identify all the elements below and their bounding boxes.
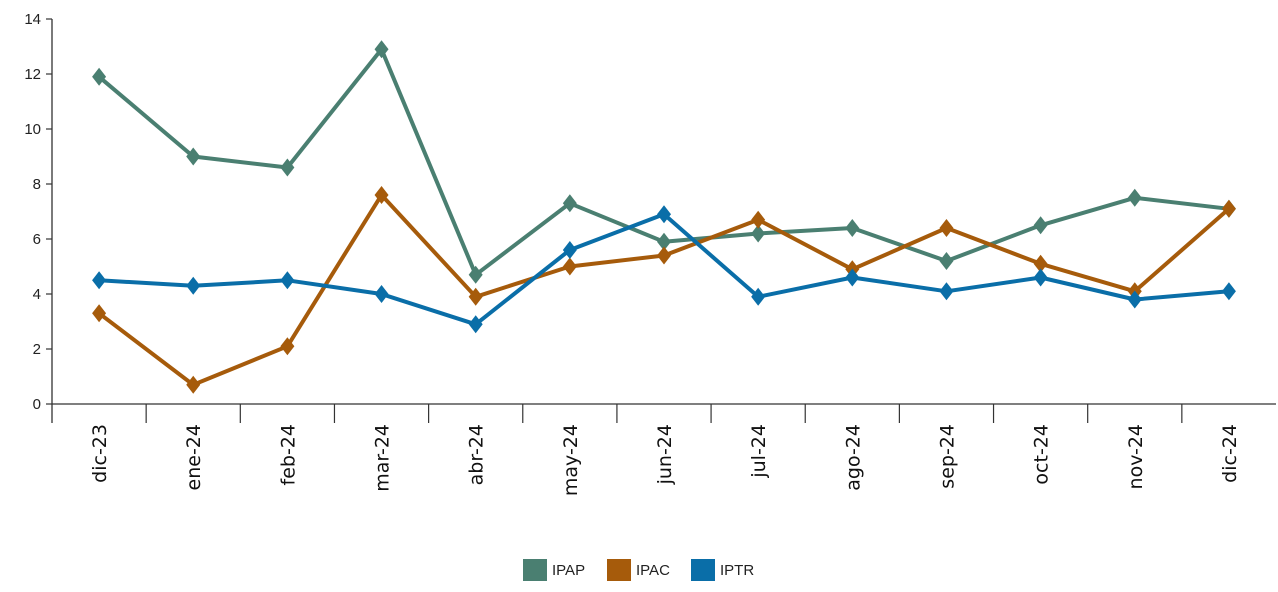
point-iptr	[1127, 290, 1142, 309]
point-iptr	[845, 268, 860, 287]
point-ipap	[1033, 216, 1048, 235]
point-ipac	[939, 219, 954, 237]
x-tick-label: sep-24	[936, 424, 958, 489]
legend-label-ipap: IPAP	[552, 562, 585, 579]
point-iptr	[468, 315, 483, 334]
x-tick-label: ago-24	[842, 424, 864, 491]
x-tick-label: dic-23	[89, 424, 111, 483]
point-ipac	[280, 337, 295, 356]
point-ipac	[374, 186, 389, 204]
legend-swatch-ipap	[523, 559, 547, 581]
point-iptr	[186, 276, 201, 295]
point-ipac	[468, 287, 483, 306]
y-tick-label: 6	[33, 231, 41, 248]
point-iptr	[657, 205, 671, 224]
series-line-ipac	[97, 193, 1231, 387]
point-iptr	[280, 271, 295, 290]
point-iptr	[939, 282, 954, 301]
point-ipap	[374, 40, 389, 59]
point-ipap	[845, 219, 860, 237]
point-iptr	[751, 287, 766, 306]
legend-swatch-iptr	[691, 559, 715, 581]
x-tick-label: mar-24	[372, 424, 394, 492]
point-iptr	[1033, 268, 1048, 287]
point-ipac	[1033, 254, 1048, 273]
point-ipac	[562, 257, 577, 276]
y-tick-label: 12	[24, 66, 41, 83]
x-tick-label: jun-24	[654, 424, 676, 485]
point-ipap	[92, 67, 107, 86]
point-iptr	[1221, 282, 1236, 301]
point-ipap	[1127, 188, 1142, 207]
point-ipap	[186, 147, 201, 166]
x-tick-label: ene-24	[183, 424, 205, 490]
point-iptr	[92, 271, 107, 290]
y-tick-label: 10	[24, 121, 41, 138]
y-tick-label: 14	[24, 11, 41, 28]
x-tick-label: jul-24	[748, 424, 770, 479]
point-ipac	[1221, 199, 1236, 218]
point-ipap	[751, 224, 766, 243]
x-tick-label: oct-24	[1031, 424, 1053, 485]
point-ipac	[186, 375, 201, 394]
x-tick-label: feb-24	[277, 424, 299, 485]
x-tick-label: abr-24	[466, 424, 488, 485]
legend-label-iptr: IPTR	[720, 562, 754, 579]
point-ipap	[657, 232, 671, 251]
y-tick-label: 8	[33, 176, 41, 193]
point-ipac	[657, 246, 671, 265]
legend-swatch-ipac	[607, 559, 631, 581]
point-iptr	[374, 285, 389, 303]
point-iptr	[562, 241, 577, 259]
point-ipap	[468, 265, 483, 284]
point-ipac	[751, 210, 766, 229]
x-tick-label: nov-24	[1125, 424, 1147, 489]
x-tick-label: may-24	[560, 424, 582, 496]
legend-label-ipac: IPAC	[636, 562, 670, 579]
point-ipac	[92, 304, 107, 323]
point-ipap	[562, 194, 577, 213]
y-tick-label: 4	[33, 286, 41, 303]
y-tick-label: 2	[33, 341, 41, 358]
point-ipap	[939, 252, 954, 270]
point-ipap	[280, 158, 295, 177]
y-tick-label: 0	[33, 396, 41, 413]
x-tick-label: dic-24	[1219, 424, 1241, 483]
